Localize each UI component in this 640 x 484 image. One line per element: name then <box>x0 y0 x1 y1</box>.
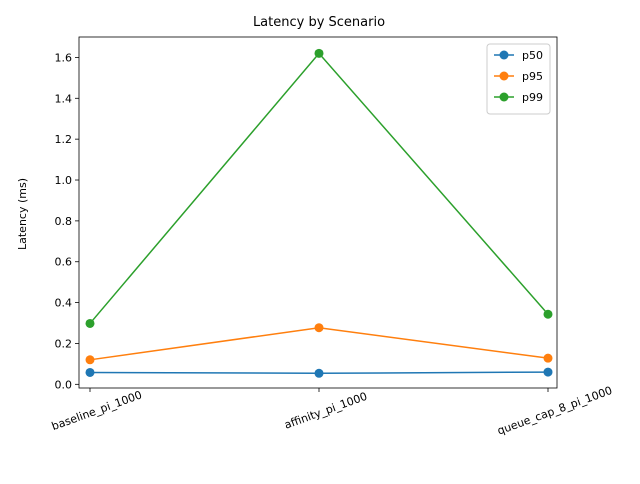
y-tick-label: 0.2 <box>55 337 73 350</box>
legend-label: p50 <box>522 49 543 62</box>
legend-marker <box>499 71 509 81</box>
data-point-p95 <box>314 323 324 333</box>
series-p99 <box>85 48 553 328</box>
legend-marker <box>499 92 509 102</box>
legend-item-p50: p50 <box>494 49 543 62</box>
data-point-p99 <box>314 48 324 58</box>
data-point-p50 <box>543 367 553 377</box>
y-tick-label: 0.4 <box>55 297 73 310</box>
legend-label: p99 <box>522 91 543 104</box>
y-tick-label: 0.6 <box>55 256 73 269</box>
data-point-p95 <box>85 355 95 365</box>
y-tick-label: 1.6 <box>55 51 73 64</box>
legend: p50 p95 p99 <box>486 43 551 115</box>
data-point-p99 <box>85 318 95 328</box>
y-tick-label: 0.8 <box>55 215 73 228</box>
series-p50 <box>85 367 553 378</box>
data-point-p50 <box>314 368 324 378</box>
legend-marker <box>499 50 509 60</box>
legend-label: p95 <box>522 70 543 83</box>
data-point-p95 <box>543 353 553 363</box>
series-layer <box>85 48 553 378</box>
data-point-p99 <box>543 309 553 319</box>
y-axis: 0.0 0.2 0.4 0.6 0.8 1.0 1.2 1.4 1.6 <box>55 51 79 391</box>
legend-item-p95: p95 <box>494 70 543 83</box>
y-tick-label: 0.0 <box>55 378 73 391</box>
legend-item-p99: p99 <box>494 91 543 104</box>
y-axis-label: Latency (ms) <box>16 178 29 250</box>
chart-title: Latency by Scenario <box>253 15 385 30</box>
data-point-p50 <box>85 367 95 377</box>
plot-frame <box>78 36 558 389</box>
y-tick-label: 1.4 <box>55 92 73 105</box>
y-tick-label: 1.2 <box>55 133 73 146</box>
series-p95 <box>85 323 553 365</box>
y-tick-label: 1.0 <box>55 174 73 187</box>
